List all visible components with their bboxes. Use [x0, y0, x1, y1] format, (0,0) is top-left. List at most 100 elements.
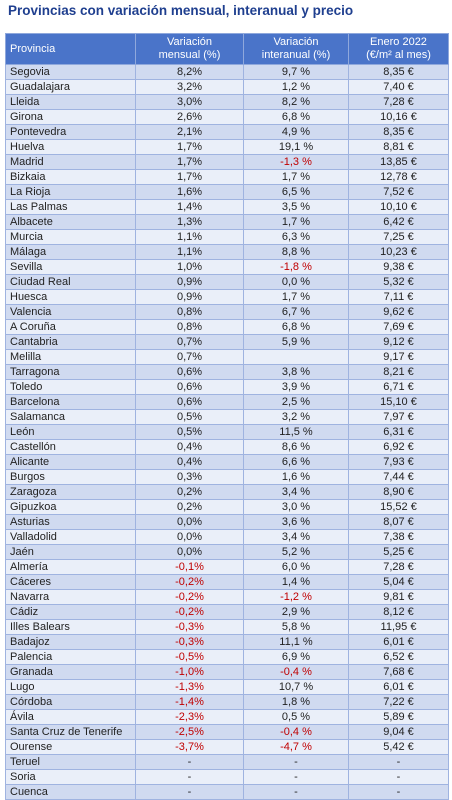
value-cell: 6,42 €	[348, 214, 449, 230]
value-cell: 6,8 %	[243, 319, 349, 335]
province-cell: Murcia	[5, 229, 136, 245]
value-cell: 7,52 €	[348, 184, 449, 200]
table-row: Madrid 1,7% -1,3 % 13,85 €	[5, 154, 449, 170]
table-row: Málaga 1,1% 8,8 % 10,23 €	[5, 244, 449, 260]
table-row: Segovia 8,2% 9,7 % 8,35 €	[5, 64, 449, 80]
value-cell: 0,0%	[135, 544, 244, 560]
table-body: Segovia 8,2% 9,7 % 8,35 € Guadalajara 3,2% 1,2…	[5, 64, 449, 800]
value-cell: 3,6 %	[243, 514, 349, 530]
table-row: Valladolid 0,0% 3,4 % 7,38 €	[5, 529, 449, 545]
table: Provincia Variación mensual (%) Variación in…	[5, 33, 449, 800]
value-cell: 1,4 %	[243, 574, 349, 590]
value-cell: 0,6%	[135, 394, 244, 410]
value-cell: -	[135, 784, 244, 800]
value-cell: 1,7 %	[243, 214, 349, 230]
header-line: Enero 2022	[370, 36, 427, 48]
province-cell: Zaragoza	[5, 484, 136, 500]
value-cell: 0,6%	[135, 364, 244, 380]
value-cell: -0,4 %	[243, 724, 349, 740]
table-row: Guadalajara 3,2% 1,2 % 7,40 €	[5, 79, 449, 95]
value-cell: 8,8 %	[243, 244, 349, 260]
province-cell: Córdoba	[5, 694, 136, 710]
province-cell: Alicante	[5, 454, 136, 470]
column-header: Enero 2022 (€/m² al mes)	[348, 33, 449, 65]
value-cell: -1,2 %	[243, 589, 349, 605]
province-cell: Ciudad Real	[5, 274, 136, 290]
value-cell: 3,2%	[135, 79, 244, 95]
value-cell: 1,7 %	[243, 169, 349, 185]
value-cell: 9,81 €	[348, 589, 449, 605]
value-cell: 6,01 €	[348, 679, 449, 695]
value-cell: 7,28 €	[348, 559, 449, 575]
table-row: Cádiz -0,2% 2,9 % 8,12 €	[5, 604, 449, 620]
value-cell: 7,44 €	[348, 469, 449, 485]
value-cell: 7,93 €	[348, 454, 449, 470]
province-cell: Tarragona	[5, 364, 136, 380]
province-cell: Madrid	[5, 154, 136, 170]
value-cell: -	[348, 754, 449, 770]
value-cell: 7,38 €	[348, 529, 449, 545]
value-cell: 2,9 %	[243, 604, 349, 620]
value-cell: 0,9%	[135, 289, 244, 305]
province-cell: Asturias	[5, 514, 136, 530]
value-cell: 1,7%	[135, 169, 244, 185]
table-row: Barcelona 0,6% 2,5 % 15,10 €	[5, 394, 449, 410]
column-header: Variación mensual (%)	[135, 33, 244, 65]
value-cell: 9,38 €	[348, 259, 449, 275]
value-cell: -2,3%	[135, 709, 244, 725]
value-cell: 12,78 €	[348, 169, 449, 185]
value-cell: 1,1%	[135, 244, 244, 260]
table-row: Navarra -0,2% -1,2 % 9,81 €	[5, 589, 449, 605]
value-cell: 8,90 €	[348, 484, 449, 500]
value-cell: 0,2%	[135, 499, 244, 515]
province-cell: Granada	[5, 664, 136, 680]
value-cell: 5,42 €	[348, 739, 449, 755]
value-cell: 4,9 %	[243, 124, 349, 140]
value-cell: 1,1%	[135, 229, 244, 245]
table-row: Teruel - - -	[5, 754, 449, 770]
value-cell: 1,7 %	[243, 289, 349, 305]
province-cell: Castellón	[5, 439, 136, 455]
title: Provincias con variación mensual, intera…	[8, 3, 354, 18]
value-cell: 0,2%	[135, 484, 244, 500]
value-cell: -2,5%	[135, 724, 244, 740]
table-row: Sevilla 1,0% -1,8 % 9,38 €	[5, 259, 449, 275]
province-cell: Almería	[5, 559, 136, 575]
value-cell: 0,7%	[135, 334, 244, 350]
value-cell: 6,6 %	[243, 454, 349, 470]
value-cell: 0,7%	[135, 349, 244, 365]
table-row: Huesca 0,9% 1,7 % 7,11 €	[5, 289, 449, 305]
header-line: Provincia	[10, 42, 56, 55]
value-cell: -1,3 %	[243, 154, 349, 170]
value-cell: 11,95 €	[348, 619, 449, 635]
value-cell: 0,0%	[135, 529, 244, 545]
province-cell: Palencia	[5, 649, 136, 665]
value-cell: -0,4 %	[243, 664, 349, 680]
value-cell: -	[135, 754, 244, 770]
province-cell: Ávila	[5, 709, 136, 725]
table-row: Córdoba -1,4% 1,8 % 7,22 €	[5, 694, 449, 710]
header-line: Variación	[166, 36, 213, 48]
province-cell: Teruel	[5, 754, 136, 770]
table-row: Cuenca - - -	[5, 784, 449, 800]
province-cell: Cáceres	[5, 574, 136, 590]
table-row: Cantabria 0,7% 5,9 % 9,12 €	[5, 334, 449, 350]
table-row: Palencia -0,5% 6,9 % 6,52 €	[5, 649, 449, 665]
table-row: Pontevedra 2,1% 4,9 % 8,35 €	[5, 124, 449, 140]
province-cell: Toledo	[5, 379, 136, 395]
value-cell: -0,2%	[135, 589, 244, 605]
value-cell: 7,11 €	[348, 289, 449, 305]
province-cell: Lleida	[5, 94, 136, 110]
province-cell: Guadalajara	[5, 79, 136, 95]
value-cell: 0,4%	[135, 454, 244, 470]
header-line: mensual (%)	[158, 49, 221, 61]
value-cell: 8,21 €	[348, 364, 449, 380]
value-cell: 8,6 %	[243, 439, 349, 455]
value-cell: 6,01 €	[348, 634, 449, 650]
table-row: Santa Cruz de Tenerife -2,5% -0,4 % 9,04 €	[5, 724, 449, 740]
value-cell: 5,89 €	[348, 709, 449, 725]
province-cell: Sevilla	[5, 259, 136, 275]
value-cell: 8,2%	[135, 64, 244, 80]
province-cell: León	[5, 424, 136, 440]
province-cell: Segovia	[5, 64, 136, 80]
